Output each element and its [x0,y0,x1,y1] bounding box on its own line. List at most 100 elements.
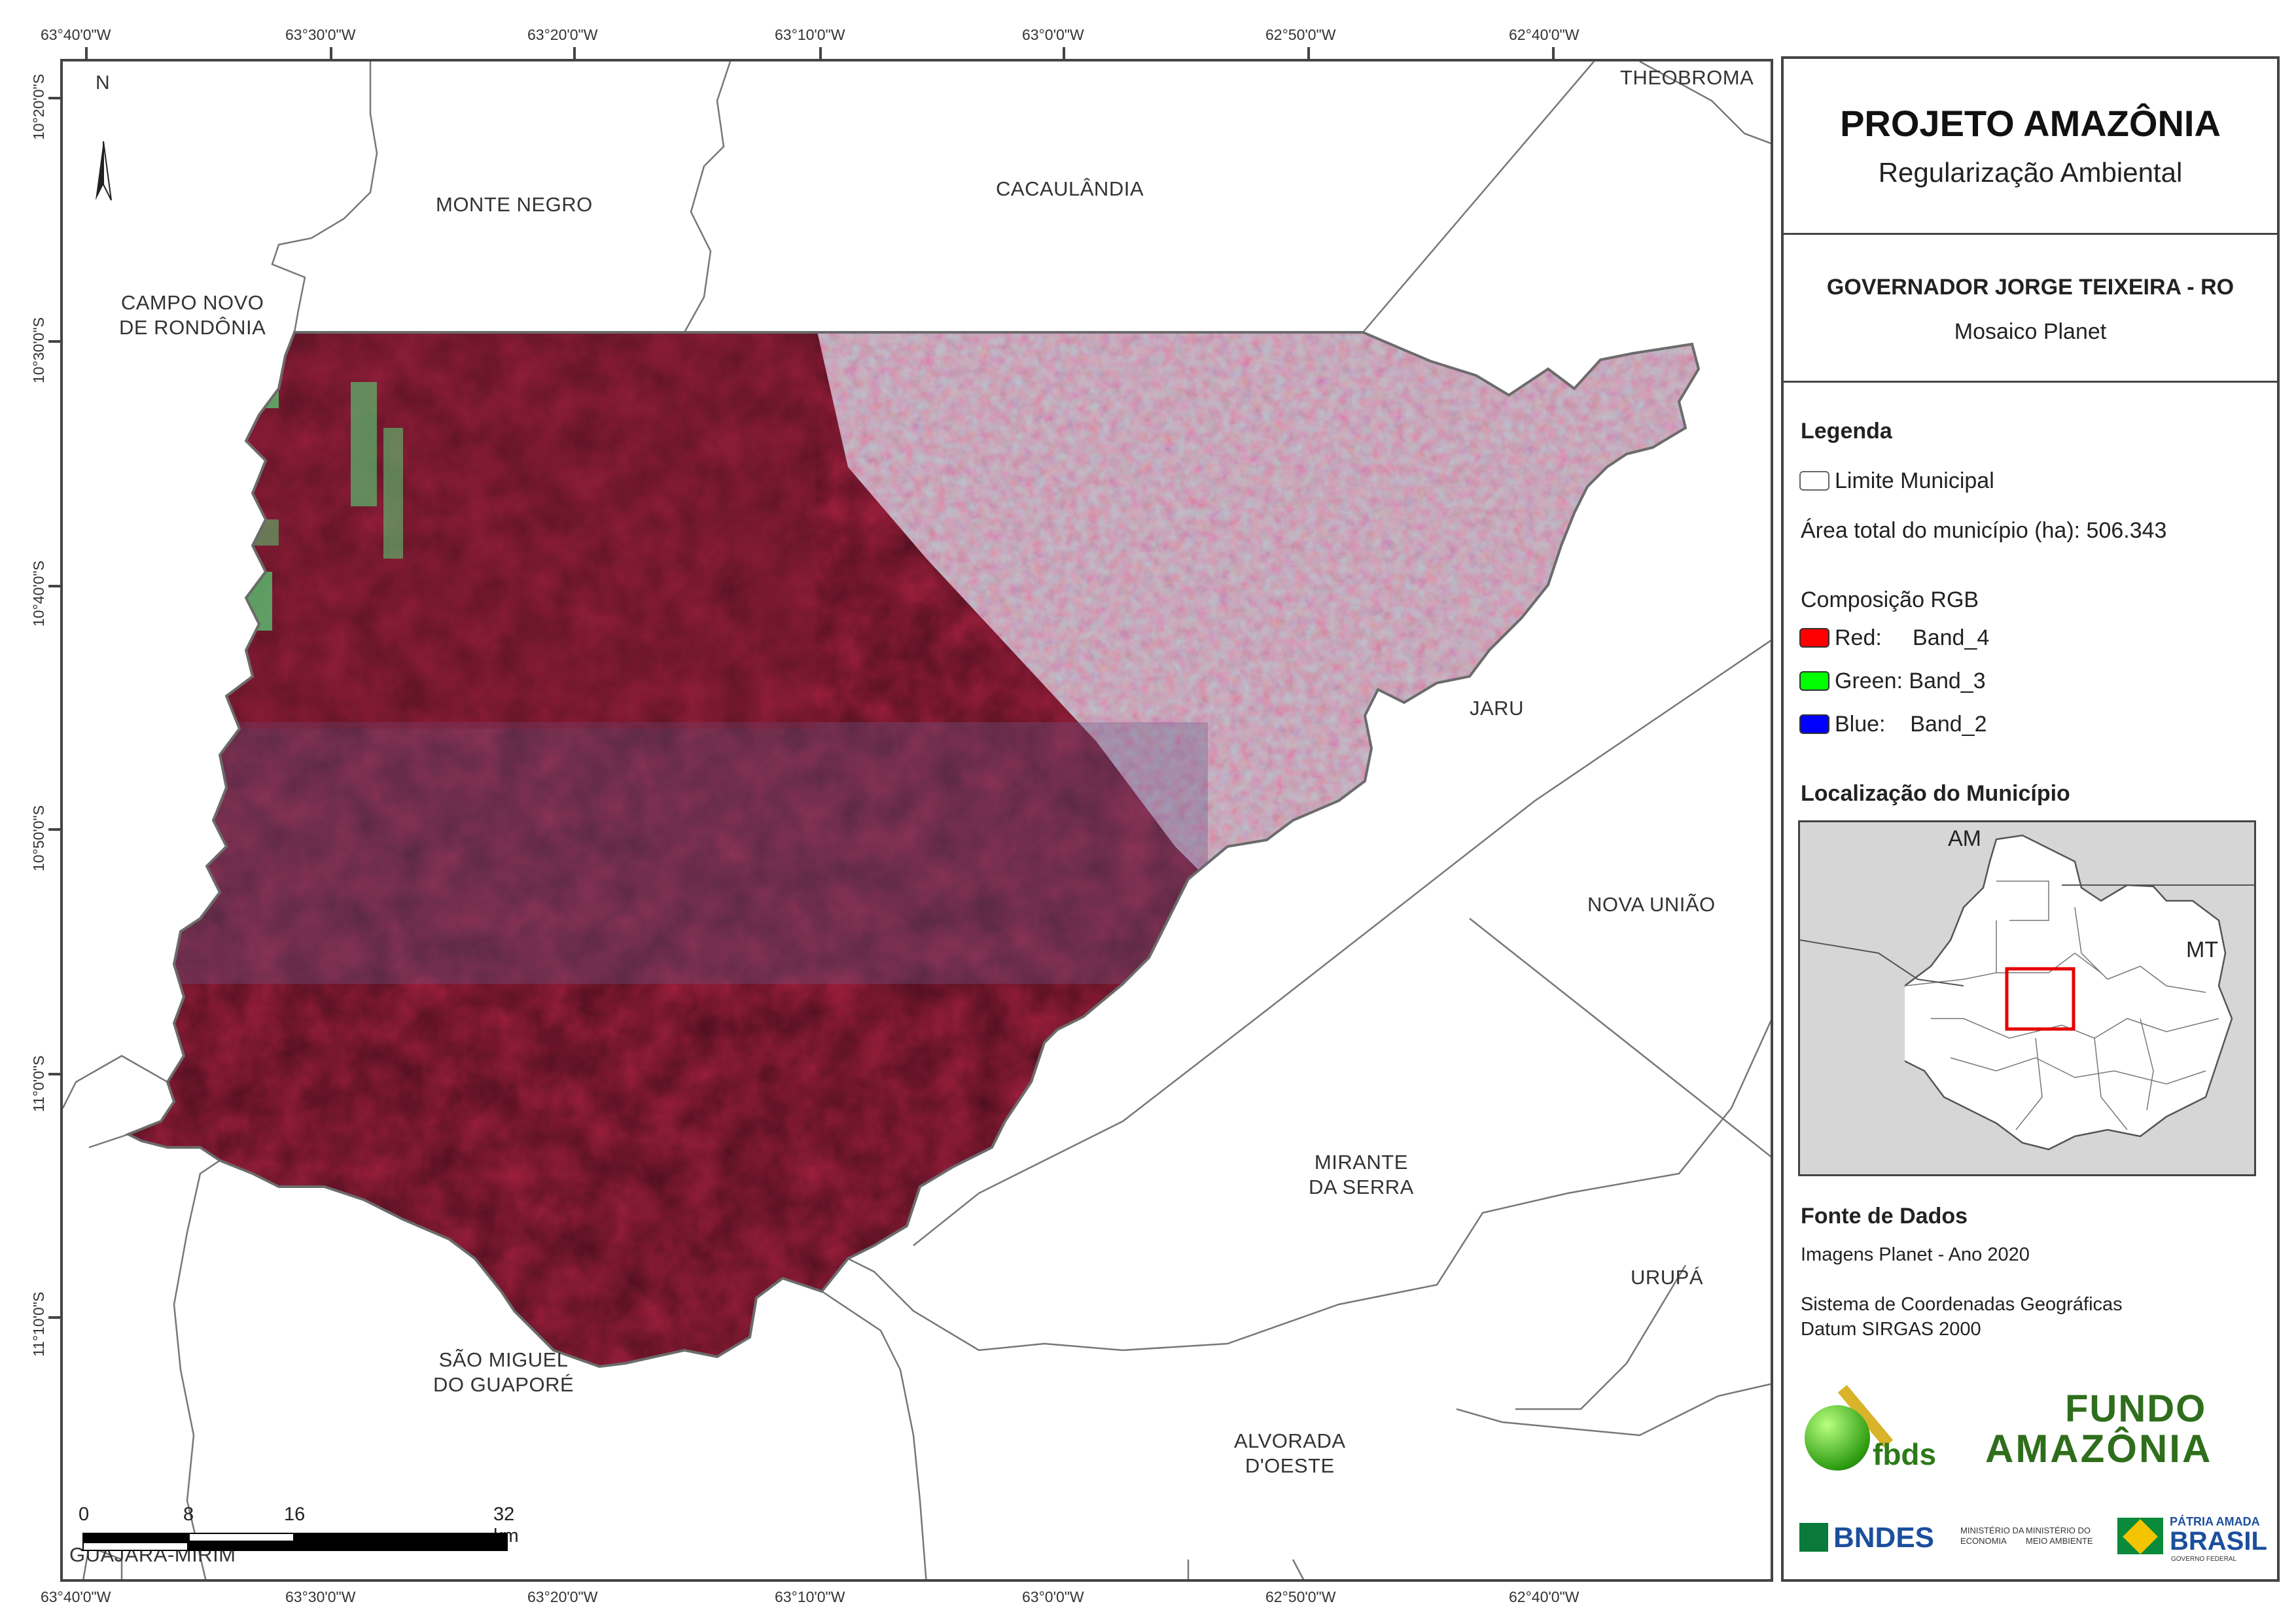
map-frame[interactable]: THEOBROMA MONTE NEGRO CACAULÂNDIA CAMPO … [60,59,1773,1582]
sources-line3: Datum SIRGAS 2000 [1801,1319,1981,1340]
sources-heading: Fonte de Dados [1801,1204,1968,1229]
bndes-logo: BNDES [1799,1519,1950,1558]
fundo-amazonia-logo: FUNDO AMAZÔNIA [1980,1387,2274,1478]
coord-top-3: 63°10'0"W [775,26,845,43]
coord-top-2: 63°20'0"W [527,26,598,43]
patria-line1: PÁTRIA AMADA [2170,1515,2260,1528]
coord-left-2: 10°40'0"S [30,560,47,627]
amazonia-text: AMAZÔNIA [1985,1427,2213,1471]
red-band-label: Red: Band_4 [1835,625,1990,650]
green-swatch [1799,671,1829,691]
label-sao-miguel: SÃO MIGUEL DO GUAPORÉ [433,1348,574,1396]
coord-left-3: 10°50'0"S [30,805,47,871]
coord-bottom-1: 63°30'0"W [285,1588,356,1605]
coord-top-5: 62°50'0"W [1265,26,1336,43]
scale-label-8: 8 [183,1504,194,1525]
rgb-heading: Composição RGB [1801,587,1979,612]
project-title: PROJETO AMAZÔNIA [1840,103,2221,144]
ministry-economia: MINISTÉRIO DA ECONOMIA [1960,1526,2024,1546]
label-nova-uniao: NOVA UNIÃO [1587,893,1716,916]
sources-line1: Imagens Planet - Ano 2020 [1801,1244,2030,1265]
scale-seg [188,1542,294,1551]
coord-bottom-0: 63°40'0"W [41,1588,111,1605]
fundo-text: FUNDO [2065,1387,2207,1430]
coord-bottom-3: 63°10'0"W [775,1588,845,1605]
municipality-title: GOVERNADOR JORGE TEIXEIRA - RO [1826,275,2234,300]
location-inset[interactable]: AM MT [1798,820,2256,1176]
coord-top-0: 63°40'0"W [41,26,111,43]
scale-seg [294,1542,508,1551]
legend-heading: Legenda [1801,419,1892,444]
tick [85,47,88,59]
sources-line2: Sistema de Coordenadas Geográficas [1801,1294,2123,1315]
tick [48,97,60,99]
bndes-text: BNDES [1833,1522,1935,1554]
inset-label-mt: MT [2186,937,2219,962]
fbds-logo: fbds [1801,1374,1958,1478]
label-mirante: MIRANTE DA SERRA [1309,1151,1414,1198]
area-text: Área total do município (ha): 506.343 [1801,518,2167,543]
scale-seg [294,1533,508,1542]
tick [1552,47,1555,59]
ministry-meio-ambiente: MINISTÉRIO DO MEIO AMBIENTE [2026,1526,2093,1546]
mosaic-label: Mosaico Planet [1954,319,2107,344]
patria-line3: GOVERNO FEDERAL [2171,1556,2237,1563]
tick [573,47,576,59]
coord-bottom-6: 62°40'0"W [1509,1588,1580,1605]
label-jaru: JARU [1470,697,1524,720]
tick [48,340,60,343]
tick [48,1073,60,1075]
tick [1307,47,1310,59]
label-theobroma: THEOBROMA [1620,66,1754,89]
tick [1063,47,1065,59]
map-canvas[interactable] [63,61,1773,1582]
coord-top-1: 63°30'0"W [285,26,356,43]
coord-bottom-2: 63°20'0"W [527,1588,598,1605]
coord-left-1: 10°30'0"S [30,317,47,383]
info-panel: PROJETO AMAZÔNIA Regularização Ambiental… [1781,56,2280,1582]
tick [819,47,822,59]
divider [1784,233,2277,235]
coord-left-5: 11°10'0"S [30,1291,47,1357]
coord-top-4: 63°0'0"W [1022,26,1084,43]
coord-left-4: 11°0'0"S [30,1055,47,1112]
boundary-swatch [1799,471,1829,491]
tick [48,828,60,831]
inset-label-am: AM [1948,826,1981,851]
green-band-label: Green: Band_3 [1835,669,1986,693]
municipality-boundary [125,331,1701,1369]
location-heading: Localização do Município [1801,781,2070,806]
project-subtitle: Regularização Ambiental [1878,157,2183,188]
scale-seg [188,1533,294,1542]
coord-left-0: 10°20'0"S [30,73,47,140]
divider [1784,381,2277,383]
label-cacaulandia: CACAULÂNDIA [996,177,1144,200]
satellite-mosaic [128,332,1699,1367]
scale-label-0: 0 [79,1504,90,1525]
scale-seg [82,1533,188,1542]
brasil-logo: PÁTRIA AMADA BRASIL GOVERNO FEDERAL [2117,1512,2267,1567]
tick [48,585,60,587]
blue-swatch [1799,714,1829,734]
label-monte-negro: MONTE NEGRO [436,193,593,216]
patria-line2: BRASIL [2170,1527,2267,1556]
label-urupa: URUPÁ [1631,1266,1704,1289]
fbds-text: fbds [1873,1437,1937,1471]
scale-seg [82,1542,188,1551]
blue-band-label: Blue: Band_2 [1835,712,1987,737]
label-alvorada: ALVORADA D'OESTE [1234,1429,1346,1477]
north-arrow-label: N [96,72,111,94]
location-marker [2005,967,2075,1031]
scale-label-16: 16 [284,1504,306,1525]
tick [330,47,332,59]
label-campo-novo: CAMPO NOVO DE RONDÔNIA [119,291,266,339]
tick [48,1316,60,1319]
inset-map [1800,834,2254,1174]
north-arrow [96,141,112,201]
coord-bottom-5: 62°50'0"W [1265,1588,1336,1605]
municipal-boundaries [63,61,1771,1579]
red-swatch [1799,628,1829,648]
coord-top-6: 62°40'0"W [1509,26,1580,43]
coord-bottom-4: 63°0'0"W [1022,1588,1084,1605]
boundary-label: Limite Municipal [1835,468,1994,493]
